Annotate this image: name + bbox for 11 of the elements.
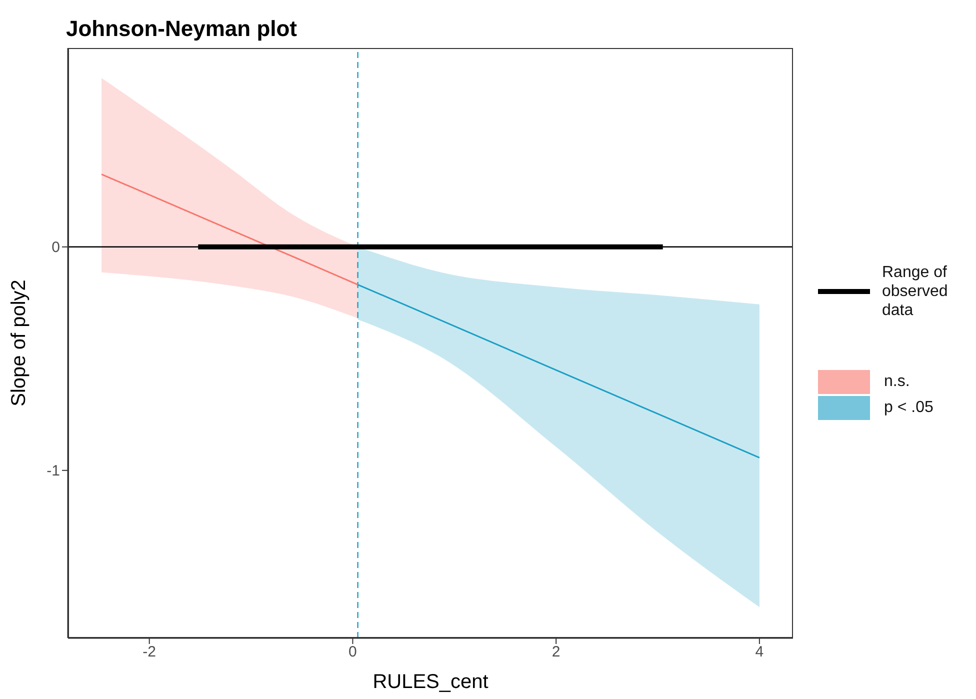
- x-tick-label: -2: [142, 644, 156, 661]
- y-axis-title: Slope of poly2: [8, 280, 30, 406]
- y-tick-label: -1: [46, 462, 60, 480]
- legend-label: Range of observed data: [882, 263, 949, 320]
- chart-title: Johnson-Neyman plot: [66, 16, 298, 42]
- x-tick-label: 2: [552, 644, 560, 661]
- x-tick-label: 4: [755, 644, 764, 661]
- x-tick-label: 0: [348, 644, 357, 661]
- legend-label: n.s.: [884, 373, 910, 391]
- legend-label: p < .05: [884, 399, 934, 417]
- x-axis-title: RULES_cent: [372, 671, 489, 693]
